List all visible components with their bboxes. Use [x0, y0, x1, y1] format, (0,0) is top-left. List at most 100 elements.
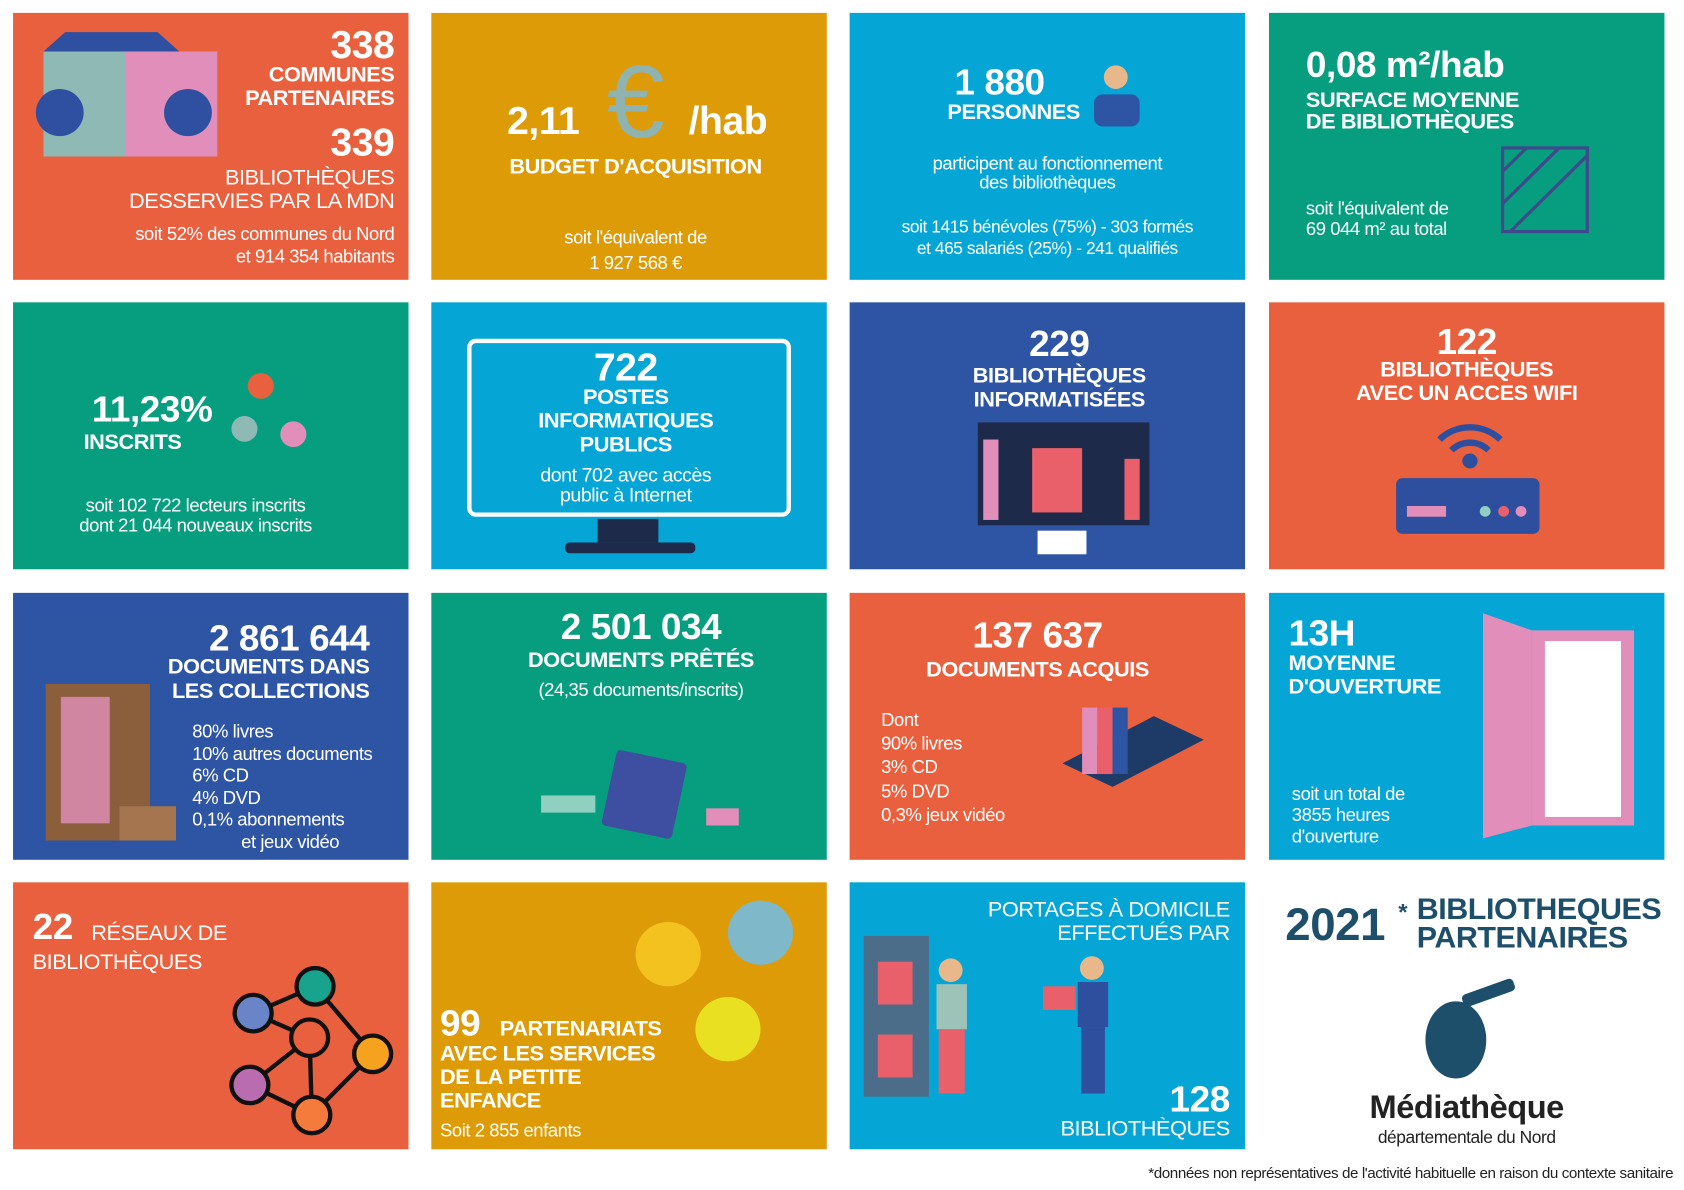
node — [288, 1017, 331, 1059]
tile-text: 2 861 644 — [209, 618, 370, 659]
tile-text: 11,23% — [92, 389, 213, 430]
person — [1079, 956, 1104, 980]
tile-text: 1 927 568 € — [589, 252, 682, 273]
tile-text: (24,35 documents/inscrits) — [538, 679, 743, 700]
tile-text: INSCRITS — [84, 429, 182, 454]
tile-text: 90% livres — [881, 732, 962, 753]
tile-text: participent au fonctionnement — [933, 153, 1163, 174]
router — [1396, 478, 1540, 534]
hand — [727, 900, 794, 965]
tile-text: /hab — [689, 100, 768, 143]
person — [1077, 982, 1109, 1028]
tile-text: DOCUMENTS ACQUIS — [926, 657, 1149, 682]
tile-text: D'OUVERTURE — [1289, 674, 1441, 699]
tile-text: BIBLIOTHÈQUES — [1060, 1115, 1229, 1140]
tile-text: 128 — [1170, 1079, 1230, 1120]
tile-text: dont 702 avec accès — [540, 464, 711, 486]
tree — [35, 88, 84, 137]
tile-text: LES COLLECTIONS — [172, 678, 369, 703]
tile-text: 0,3% jeux vidéo — [881, 804, 1005, 825]
tile-text: BUDGET D'ACQUISITION — [509, 154, 761, 179]
door-opening — [1544, 641, 1621, 817]
tile-text: 10% autres documents — [192, 743, 372, 764]
tile-text: PUBLICS — [580, 431, 672, 456]
tile-text: AVEC LES SERVICES — [440, 1040, 655, 1065]
tile-text: ENFANCE — [440, 1088, 541, 1113]
tree — [164, 88, 212, 137]
tile-text: et 465 salariés (25%) - 241 qualifiés — [917, 238, 1178, 258]
tile-text: Soit 2 855 enfants — [440, 1120, 581, 1141]
tile-text: PARTENAIRES — [1417, 922, 1628, 955]
monitor-stand — [597, 518, 659, 543]
tile-text: INFORMATISÉES — [974, 386, 1145, 411]
steps — [119, 806, 177, 841]
tile-text: SURFACE MOYENNE — [1306, 87, 1519, 112]
tile-text: 22 — [33, 906, 73, 947]
tile-text: 2021 — [1285, 899, 1385, 950]
footnote: *données non représentatives de l'activi… — [1148, 1165, 1673, 1182]
door — [1483, 613, 1532, 839]
tile-text: AVEC UN ACCES WIFI — [1356, 380, 1577, 405]
tile-text: PARTENAIRES — [245, 85, 394, 110]
tile-text: soit 1415 bénévoles (75%) - 303 formés — [902, 217, 1193, 237]
node — [352, 1033, 394, 1075]
logo-mark — [1461, 978, 1515, 1007]
hand — [695, 997, 761, 1062]
person — [938, 958, 963, 983]
person — [938, 1029, 965, 1094]
screen-base — [1037, 530, 1087, 555]
tile-text: soit un total de — [1292, 783, 1405, 804]
tile-text: 2 501 034 — [561, 606, 722, 647]
people — [231, 415, 258, 442]
tile-text: et 914 354 habitants — [236, 246, 395, 267]
tile — [13, 302, 409, 570]
books — [60, 696, 110, 824]
tile-text: 6% CD — [192, 765, 248, 786]
tile — [849, 592, 1246, 860]
door-panel — [877, 1034, 913, 1078]
tile-text: BIBLIOTHÈQUES — [225, 165, 394, 190]
tile-text: EFFECTUÉS PAR — [1057, 920, 1230, 945]
tile-text: * — [1398, 900, 1408, 926]
sleeve — [541, 795, 596, 813]
logo-mark — [1425, 1001, 1487, 1079]
tile-text: soit l'équivalent de — [1306, 198, 1449, 219]
book — [983, 439, 999, 520]
tile-text: 122 — [1437, 321, 1497, 362]
book — [1082, 707, 1098, 775]
tile-text: 13H — [1289, 613, 1355, 654]
tile-text: BIBLIOTHÈQUES — [33, 949, 202, 974]
tile-text: départementale du Nord — [1378, 1127, 1556, 1147]
book — [1032, 448, 1083, 513]
tile-text: soit l'équivalent de — [564, 226, 707, 247]
tile-text: 338 — [330, 24, 394, 67]
hatch — [1501, 146, 1528, 173]
tile-text: 69 044 m² au total — [1306, 218, 1447, 239]
tile-text: 1 880 — [954, 62, 1044, 103]
tile-text: RÉSEAUX DE — [91, 920, 227, 945]
tile-text: € — [607, 44, 665, 159]
wifi — [1437, 424, 1503, 453]
tile-text: 99 — [440, 1003, 480, 1044]
tile-text: BIBLIOTHÈQUES — [973, 363, 1146, 388]
book — [1112, 707, 1128, 775]
tile-text: 339 — [330, 122, 394, 165]
parcel — [1042, 986, 1076, 1010]
tile — [1268, 12, 1665, 280]
tile-text: 2,11 — [507, 100, 579, 143]
tile-text: 3% CD — [881, 756, 937, 777]
person — [1081, 1027, 1105, 1094]
tile-text: PARTENARIATS — [500, 1016, 662, 1041]
tile-text: 722 — [594, 347, 658, 390]
tile — [849, 12, 1246, 280]
tile-text: dont 21 044 nouveaux inscrits — [79, 515, 312, 536]
node — [291, 1094, 333, 1136]
tile-text: INFORMATIQUES — [538, 408, 713, 433]
surface-icon — [1500, 146, 1589, 234]
tile-text: soit 102 722 lecteurs inscrits — [86, 494, 306, 515]
door-panel — [877, 961, 913, 1005]
router-light — [1498, 506, 1510, 517]
tile-text: 80% livres — [192, 721, 273, 742]
people — [247, 373, 274, 399]
